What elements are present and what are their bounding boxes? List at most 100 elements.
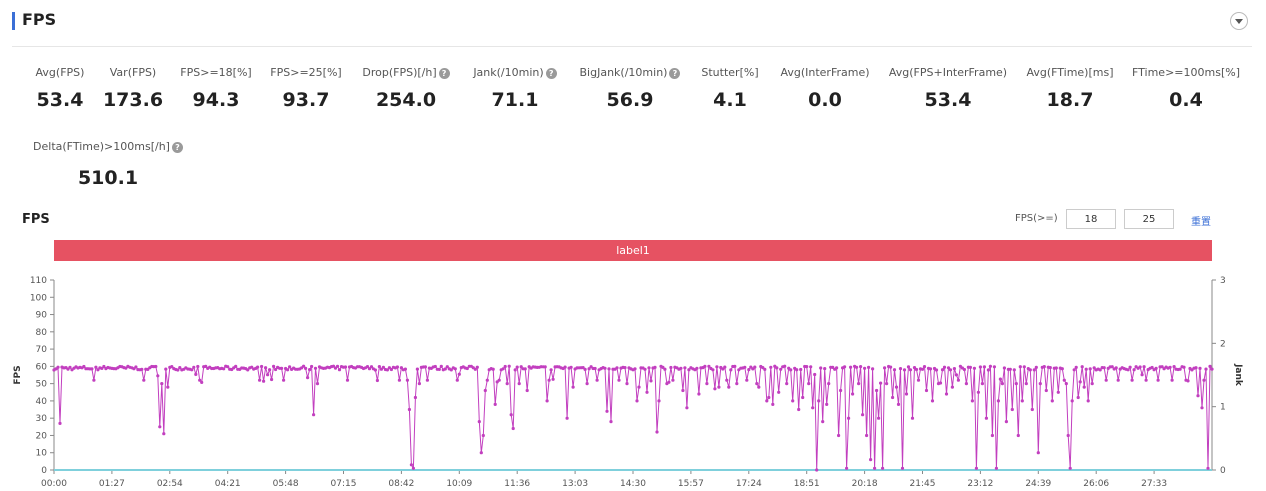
x-tick-label: 23:12	[967, 479, 993, 489]
fps-point	[795, 368, 799, 372]
fps-point	[1044, 388, 1048, 393]
fps-point	[315, 382, 320, 386]
metric-label: FTime>=100ms[%]	[1106, 66, 1266, 79]
fps-point	[982, 365, 987, 369]
fps-point	[196, 364, 200, 369]
x-tick-label: 14:30	[620, 479, 646, 489]
fps-point	[980, 382, 985, 386]
fps-point	[1210, 367, 1214, 371]
metric-label-text: Stutter[%]	[701, 66, 759, 79]
fps-point	[493, 402, 497, 406]
fps-point	[1022, 365, 1026, 369]
metric-value: 510.1	[77, 167, 139, 189]
reset-button[interactable]: 重置	[1191, 217, 1211, 228]
fps-point	[817, 399, 821, 403]
fps-point	[1064, 382, 1068, 386]
fps-point	[258, 378, 262, 382]
metric-label: BigJank(/10min)?	[550, 66, 710, 79]
fps-point	[585, 382, 589, 386]
metric-label-text: FTime>=100ms[%]	[1132, 66, 1240, 79]
fps-threshold-label: FPS(>=)	[1015, 213, 1058, 224]
fps-point	[140, 367, 144, 371]
fps-point	[765, 399, 769, 403]
fps-point	[1130, 378, 1134, 382]
fps-point	[745, 378, 749, 382]
fps-point	[1042, 365, 1046, 369]
fps-point	[849, 365, 853, 369]
fps-point	[867, 365, 871, 369]
fps-point	[1060, 367, 1064, 371]
fps-point	[809, 365, 813, 369]
metric-label: Avg(FPS)	[0, 66, 140, 79]
x-tick-label: 18:51	[794, 479, 820, 489]
fps-point	[1196, 394, 1200, 398]
fps-point	[1126, 368, 1130, 372]
fps-point	[902, 368, 907, 372]
fps-point	[647, 366, 651, 370]
help-icon[interactable]: ?	[171, 141, 183, 153]
fps-point	[637, 385, 641, 389]
fps-point	[990, 433, 995, 438]
x-tick-label: 26:06	[1083, 479, 1109, 489]
fps-point	[335, 364, 340, 368]
fps-point	[1182, 365, 1186, 369]
page-title: FPS	[22, 10, 57, 29]
fps-point	[747, 368, 751, 372]
fps-point	[900, 466, 905, 470]
fps-point	[1090, 382, 1094, 386]
fps-point	[653, 365, 657, 369]
fps-point	[1200, 406, 1204, 410]
fps-point	[1186, 379, 1190, 383]
x-tick-label: 21:45	[910, 479, 936, 489]
fps-point	[892, 368, 897, 372]
fps-point	[399, 366, 403, 370]
help-icon[interactable]: ?	[669, 67, 681, 79]
fps-point	[924, 388, 929, 393]
fps-point	[821, 420, 825, 424]
help-icon[interactable]: ?	[545, 67, 557, 79]
fps-threshold-high-input[interactable]	[1124, 209, 1174, 229]
x-tick-label: 04:21	[215, 479, 241, 489]
fps-point	[1114, 366, 1118, 370]
fps-point	[954, 373, 959, 377]
fps-point	[403, 367, 407, 371]
fps-point	[405, 378, 409, 382]
fps-point	[715, 365, 719, 369]
fps-point	[1078, 380, 1082, 384]
fps-point	[996, 399, 1001, 403]
fps-point	[757, 385, 761, 389]
fps-point	[797, 407, 801, 412]
fps-point	[302, 364, 306, 368]
fps-point	[1160, 365, 1164, 369]
fps-point	[164, 367, 168, 371]
fps-point	[571, 385, 575, 389]
y-tick-label: 20	[36, 431, 48, 441]
fps-point	[1024, 382, 1028, 386]
metric-label-text: Avg(FPS+InterFrame)	[888, 66, 1008, 79]
fps-point	[711, 368, 715, 372]
fps-point	[1142, 365, 1146, 369]
fps-point	[477, 420, 481, 424]
metric-label: Stutter[%]	[650, 66, 810, 79]
fps-point	[789, 368, 793, 372]
fps-point	[94, 365, 98, 369]
fps-point	[1150, 365, 1154, 370]
fps-point	[1016, 433, 1020, 438]
metric-11: FTime>=100ms[%] 0.4	[1106, 66, 1266, 111]
metric-label-text: Drop(FPS)[/h]	[362, 66, 437, 79]
fps-point	[222, 367, 226, 371]
help-icon[interactable]: ?	[438, 67, 450, 79]
fps-point	[497, 378, 501, 382]
fps-point	[226, 365, 230, 369]
fps-point	[483, 388, 487, 393]
fps-threshold-low-input[interactable]	[1066, 209, 1116, 229]
fps-point	[879, 381, 883, 385]
fps-point	[288, 365, 292, 369]
fps-point	[785, 382, 789, 386]
collapse-toggle-icon[interactable]	[1230, 12, 1248, 30]
fps-point	[815, 468, 819, 472]
fps-point	[729, 368, 733, 372]
fps-point	[898, 367, 903, 371]
fps-point	[517, 382, 521, 386]
fps-point	[910, 416, 915, 420]
